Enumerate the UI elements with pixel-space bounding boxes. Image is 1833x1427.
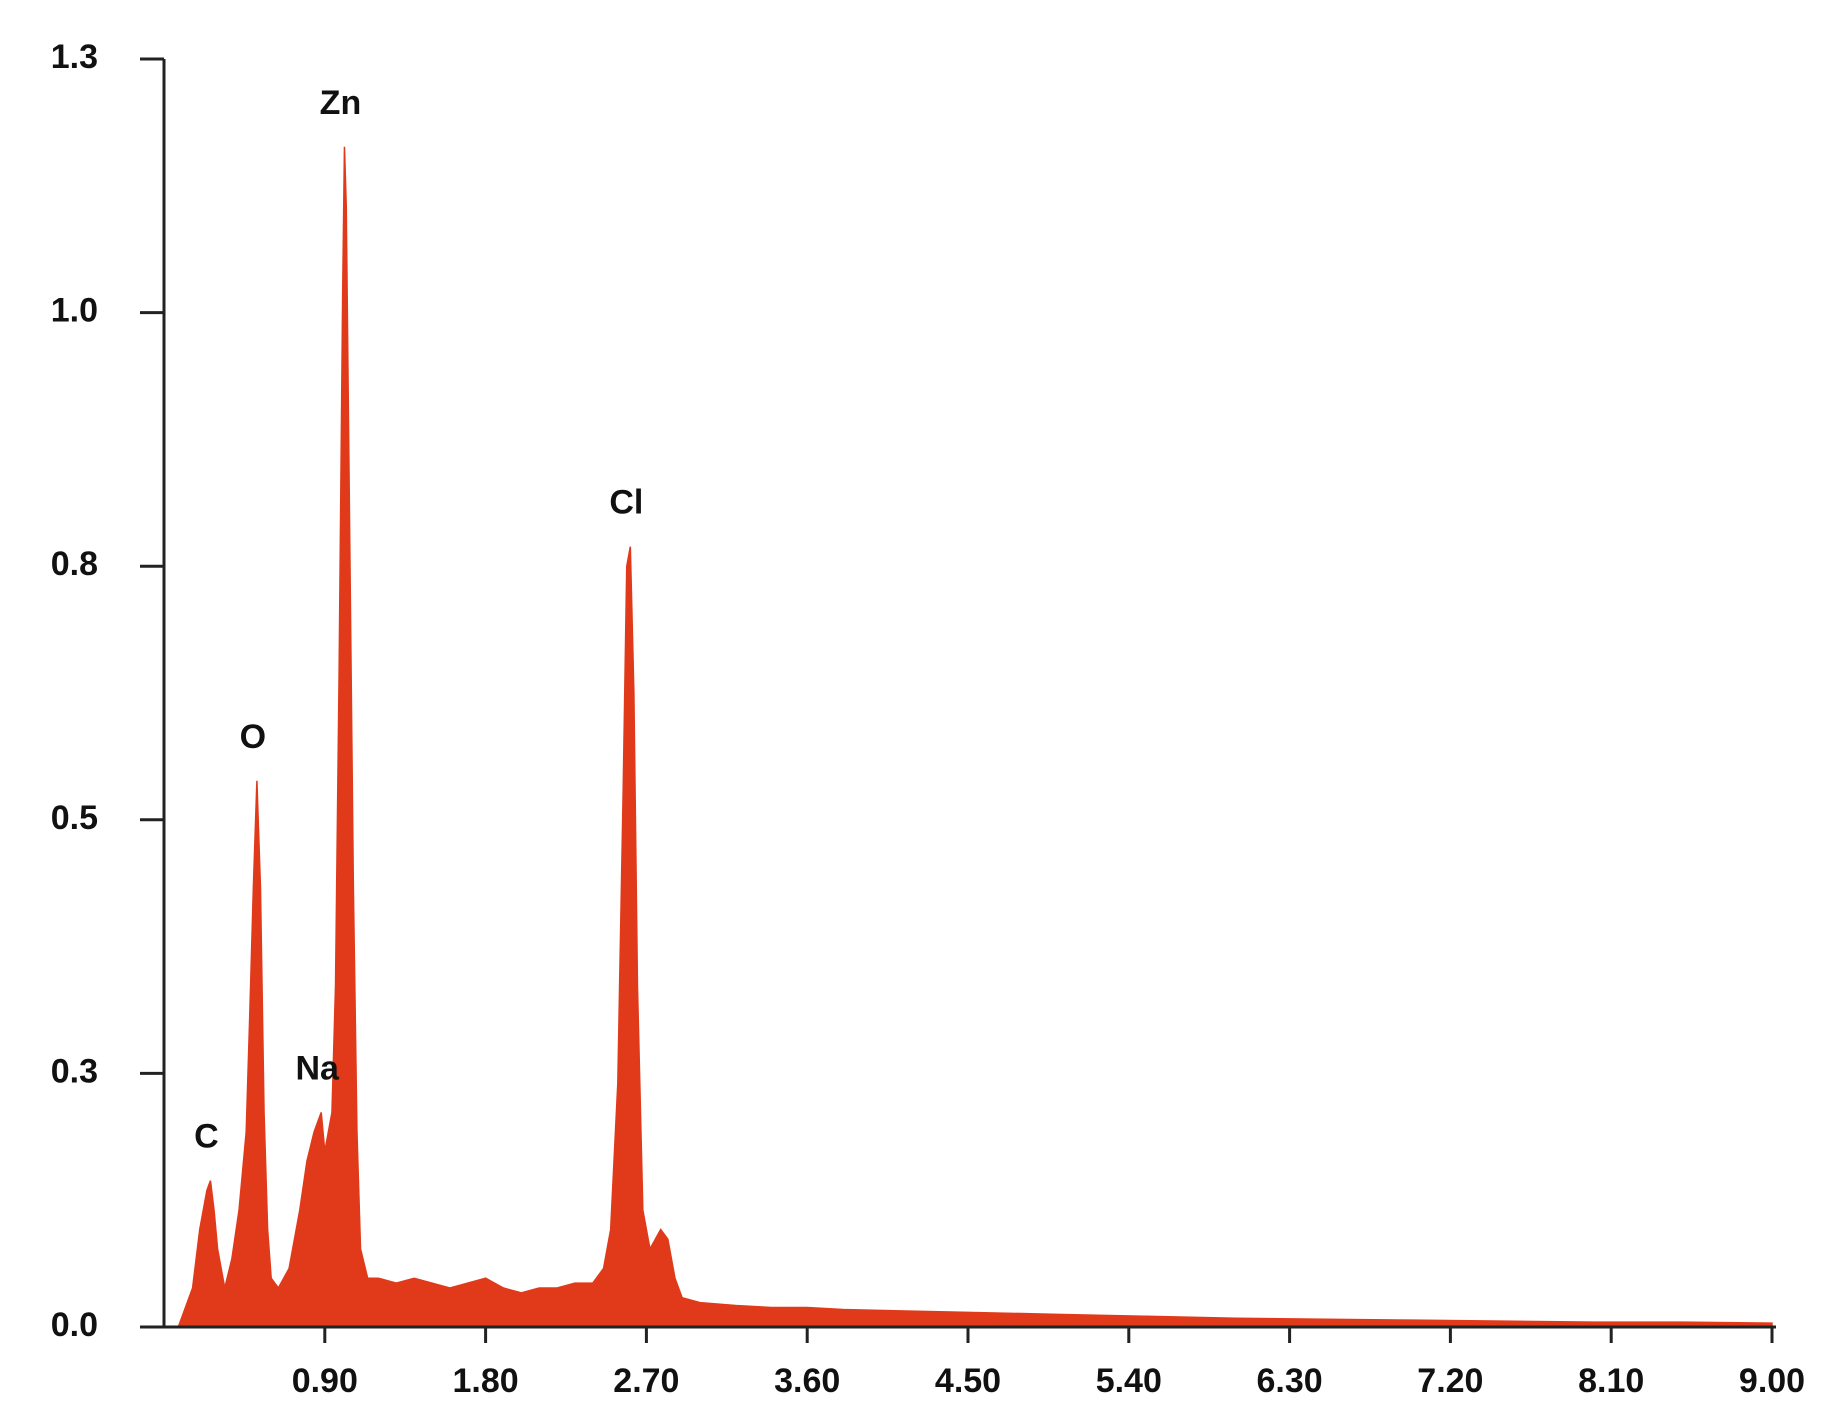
x-tick-label: 9.00	[1739, 1362, 1805, 1400]
y-tick-label: 1.3	[51, 38, 98, 76]
x-tick-label: 3.60	[774, 1362, 840, 1400]
x-tick-label: 7.20	[1417, 1362, 1483, 1400]
x-tick-label: 8.10	[1578, 1362, 1644, 1400]
peak-label: Zn	[320, 84, 362, 122]
x-tick-label: 2.70	[613, 1362, 679, 1400]
x-tick-label: 4.50	[935, 1362, 1001, 1400]
peak-label: Cl	[609, 484, 643, 522]
peak-label: C	[194, 1118, 219, 1156]
x-tick-label: 1.80	[453, 1362, 519, 1400]
y-tick-label: 1.0	[51, 292, 98, 330]
peak-label: Na	[295, 1049, 340, 1087]
peak-label: O	[240, 718, 266, 756]
x-tick-label: 0.90	[292, 1362, 358, 1400]
x-tick-label: 6.30	[1257, 1362, 1323, 1400]
y-tick-label: 0.3	[51, 1052, 98, 1090]
y-tick-label: 0.0	[51, 1306, 98, 1344]
x-tick-label: 5.40	[1096, 1362, 1162, 1400]
y-tick-label: 0.5	[51, 799, 98, 837]
spectrum-area	[177, 146, 1773, 1328]
y-tick-label: 0.8	[51, 545, 98, 583]
